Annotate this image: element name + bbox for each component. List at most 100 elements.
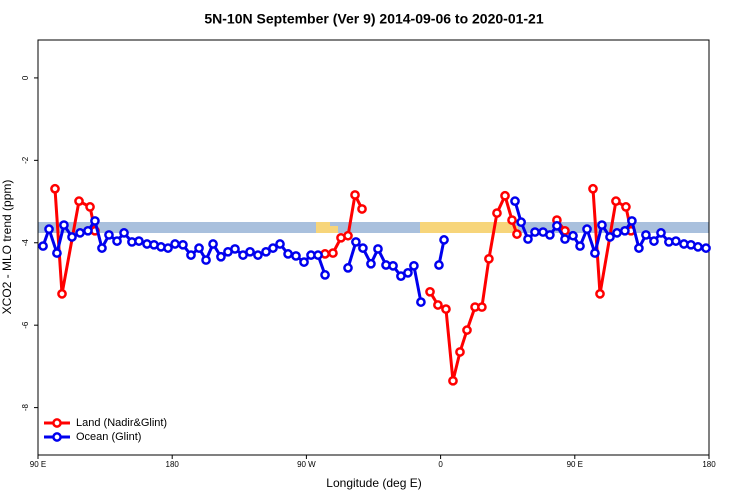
point	[568, 230, 578, 241]
point	[510, 196, 520, 206]
point	[291, 251, 301, 261]
point	[455, 347, 465, 357]
x-tick-label: 90 E	[567, 460, 583, 469]
point	[67, 232, 77, 242]
x-tick-label: 90 W	[297, 460, 316, 469]
series	[50, 183, 636, 386]
point	[104, 230, 114, 240]
point	[328, 248, 338, 258]
point	[701, 243, 711, 253]
point	[253, 250, 263, 260]
point	[560, 234, 570, 244]
point	[588, 183, 598, 194]
point	[119, 228, 129, 238]
point	[170, 239, 180, 249]
point	[320, 270, 330, 280]
point	[59, 220, 69, 230]
series	[38, 196, 711, 307]
legend-marker	[52, 418, 62, 428]
point	[44, 224, 54, 235]
point	[90, 216, 100, 226]
point	[261, 246, 271, 257]
point	[343, 230, 353, 241]
point	[434, 260, 444, 270]
point	[75, 228, 85, 238]
point	[441, 304, 451, 314]
point	[516, 217, 526, 228]
point	[627, 216, 637, 226]
chart-title: 5N-10N September (Ver 9) 2014-09-06 to 2…	[204, 11, 544, 27]
point	[448, 375, 458, 386]
x-tick-label: 180	[166, 460, 180, 469]
point	[425, 286, 435, 297]
point	[313, 250, 323, 260]
x-axis-label: Longitude (deg E)	[326, 476, 421, 490]
point	[350, 190, 360, 200]
point	[194, 243, 204, 253]
point	[433, 300, 443, 310]
point	[52, 248, 62, 258]
point	[656, 228, 666, 238]
point	[97, 243, 107, 253]
legend-marker	[52, 432, 62, 442]
point	[38, 241, 48, 251]
point	[112, 236, 122, 246]
point	[216, 251, 226, 262]
point	[484, 253, 494, 264]
point	[366, 258, 376, 269]
point	[595, 289, 605, 299]
point	[74, 196, 84, 206]
point	[439, 235, 449, 245]
point	[230, 244, 240, 254]
point	[83, 225, 93, 236]
point	[649, 236, 659, 246]
point	[186, 250, 196, 260]
point	[605, 232, 615, 242]
point	[575, 241, 585, 251]
point	[343, 263, 353, 273]
point	[507, 215, 517, 225]
point	[299, 257, 309, 267]
point	[641, 230, 651, 240]
point	[597, 220, 607, 230]
point	[634, 243, 644, 253]
legend-label: Land (Nadir&Glint)	[76, 417, 167, 429]
land-strip	[420, 222, 512, 233]
point	[552, 221, 562, 231]
point	[492, 208, 502, 218]
point	[388, 260, 398, 271]
point	[268, 243, 278, 253]
point	[620, 225, 630, 236]
point	[283, 249, 293, 259]
ocean-strip	[38, 222, 709, 233]
point	[611, 196, 621, 206]
point	[409, 260, 419, 271]
y-axis-label: XCO2 - MLO trend (ppm)	[0, 180, 14, 315]
point	[416, 297, 426, 307]
point	[545, 230, 555, 240]
land-strip	[330, 226, 338, 233]
point	[373, 244, 383, 254]
point	[57, 289, 67, 299]
point	[358, 243, 368, 253]
point	[621, 202, 631, 212]
point	[208, 239, 218, 249]
point	[163, 243, 173, 253]
y-tick-label: -8	[21, 404, 30, 412]
point	[500, 190, 510, 201]
y-tick-label: -4	[21, 239, 30, 247]
point	[523, 234, 533, 244]
point	[590, 248, 600, 258]
point	[477, 302, 487, 312]
y-tick-label: -2	[21, 156, 30, 164]
x-tick-label: 90 E	[30, 460, 46, 469]
point	[530, 227, 540, 237]
y-tick-label: -6	[21, 321, 30, 329]
point	[693, 242, 703, 252]
point	[512, 229, 522, 239]
land-strip	[316, 222, 330, 233]
point	[612, 228, 622, 238]
point	[201, 255, 211, 265]
point	[671, 236, 681, 246]
